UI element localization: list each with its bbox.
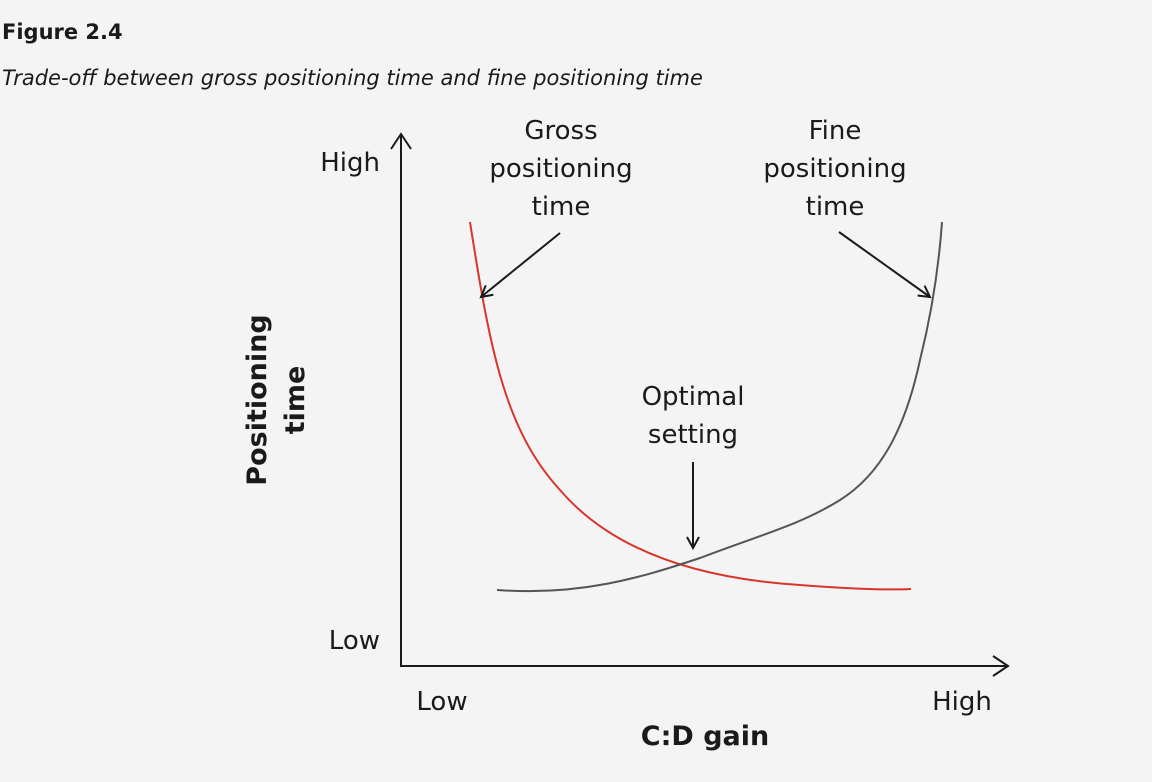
gross-label-line-1: Gross: [524, 116, 597, 146]
fine-label-line-1: Fine: [809, 116, 862, 146]
optimal-label-line-1: Optimal: [642, 382, 745, 412]
x-axis-title: C:D gain: [641, 721, 769, 752]
gross-positioning-curve: [469, 221, 912, 591]
y-axis-title-line-2: time: [280, 366, 311, 435]
y-axis-arrowhead: [390, 132, 412, 150]
figure-caption: Trade-off between gross positioning time…: [2, 66, 703, 90]
y-axis-title: Positioning time: [242, 314, 311, 485]
x-axis-arrowhead: [992, 655, 1010, 677]
y-axis-low-label: Low: [329, 626, 380, 656]
gross-label-line-2: positioning: [489, 154, 632, 184]
gross-positioning-label: Gross positioning time: [489, 116, 632, 222]
gross-label-line-3: time: [532, 192, 591, 222]
fine-label-arrow: [838, 231, 930, 297]
y-axis-title-line-1: Positioning: [242, 314, 273, 485]
fine-label-line-2: positioning: [763, 154, 906, 184]
optimal-setting-label: Optimal setting: [642, 382, 745, 450]
fine-positioning-label: Fine positioning time: [763, 116, 906, 222]
x-axis-low-label: Low: [416, 687, 467, 717]
x-axis-high-label: High: [932, 687, 992, 717]
fine-positioning-curve: [496, 221, 943, 593]
gross-label-arrow: [481, 232, 561, 297]
figure-number: Figure 2.4: [2, 20, 123, 44]
optimal-label-line-2: setting: [648, 420, 738, 450]
y-axis-high-label: High: [320, 148, 380, 178]
fine-label-line-3: time: [806, 192, 865, 222]
